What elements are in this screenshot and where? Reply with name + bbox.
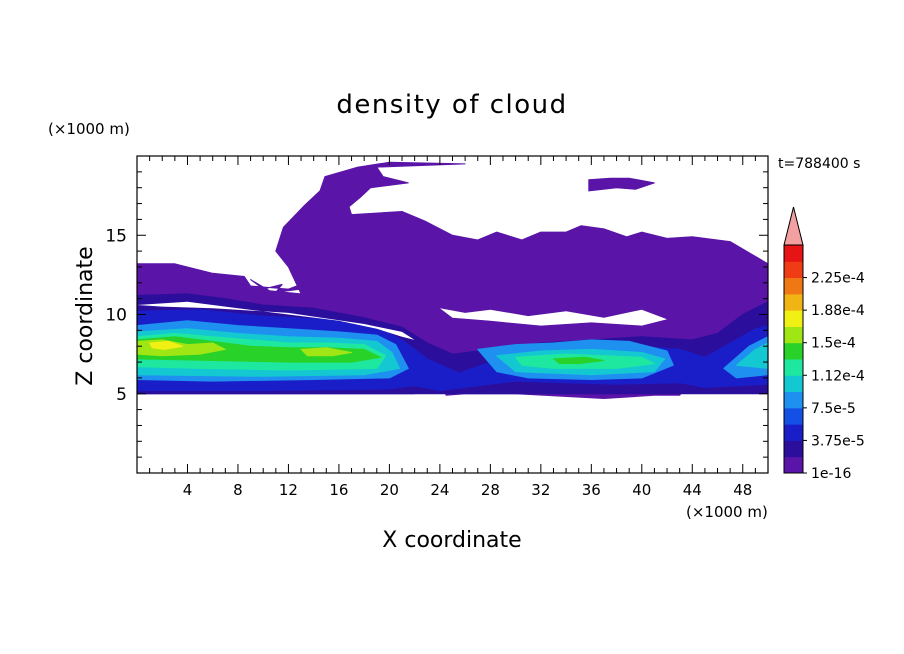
- contour-region-level-9: [149, 340, 183, 350]
- colorbar-swatch: [784, 424, 803, 441]
- contour-region-level-7: [553, 356, 605, 365]
- x-tick-label: 28: [481, 481, 500, 499]
- colorbar-swatch: [784, 245, 803, 262]
- colorbar-swatch: [784, 407, 803, 425]
- colorbar-swatch: [784, 440, 803, 458]
- clear-gap: [137, 301, 415, 340]
- colorbar-swatch: [784, 277, 803, 295]
- colorbar-swatch: [784, 261, 803, 279]
- colorbar-label: 2.25e-4: [811, 271, 865, 287]
- contour-region-level-0: [588, 177, 655, 192]
- x-tick-label: 44: [683, 481, 702, 499]
- x-tick-label: 40: [632, 481, 651, 499]
- colorbar-label: 1.88e-4: [811, 303, 865, 319]
- colorbar-swatch: [784, 293, 803, 311]
- x-tick-label: 48: [733, 481, 752, 499]
- x-unit-label: (×1000 m): [686, 503, 768, 521]
- x-axis-title: X coordinate: [382, 528, 521, 553]
- colorbar-extend-arrow: [783, 206, 804, 246]
- colorbar-swatch: [784, 375, 803, 393]
- contour-plot: [137, 156, 768, 473]
- y-axis-title: Z coordinate: [73, 246, 98, 385]
- time-label: t=788400 s: [778, 156, 860, 172]
- contour-region-level-5: [735, 342, 768, 369]
- colorbar-swatch: [784, 310, 803, 327]
- x-tick-label: 24: [430, 481, 449, 499]
- x-tick-label: 8: [233, 481, 243, 499]
- colorbar-label: 1e-16: [811, 466, 851, 482]
- x-tick-label: 20: [380, 481, 399, 499]
- colorbar-label: 3.75e-5: [811, 433, 865, 449]
- x-tick-label: 12: [279, 481, 298, 499]
- colorbar-frame: [783, 244, 804, 474]
- colorbar-label: 7.5e-5: [811, 401, 856, 417]
- y-tick-label: 5: [116, 385, 127, 405]
- contour-region-level-8: [300, 347, 352, 357]
- x-tick-label: 36: [582, 481, 601, 499]
- colorbar-swatch: [784, 456, 803, 474]
- colorbar: 1e-16 3.75e-5 7.5e-5 1.12e-4 1.5e-4 1.88e-4 2.…: [783, 206, 865, 482]
- colorbar-swatch: [784, 326, 803, 344]
- colorbar-swatch: [784, 391, 803, 409]
- x-tick-label: 16: [329, 481, 348, 499]
- chart-title: density of cloud: [336, 90, 567, 120]
- y-unit-label: (×1000 m): [48, 120, 130, 138]
- clear-gap: [439, 308, 667, 326]
- colorbar-label: 1.12e-4: [811, 368, 865, 384]
- y-tick-label: 15: [105, 226, 127, 246]
- x-tick-label: 32: [531, 481, 550, 499]
- colorbar-swatch: [784, 342, 803, 360]
- x-tick-label: 4: [183, 481, 193, 499]
- colorbar-label: 1.5e-4: [811, 336, 856, 352]
- colorbar-swatch: [784, 359, 803, 376]
- y-tick-label: 10: [105, 306, 127, 326]
